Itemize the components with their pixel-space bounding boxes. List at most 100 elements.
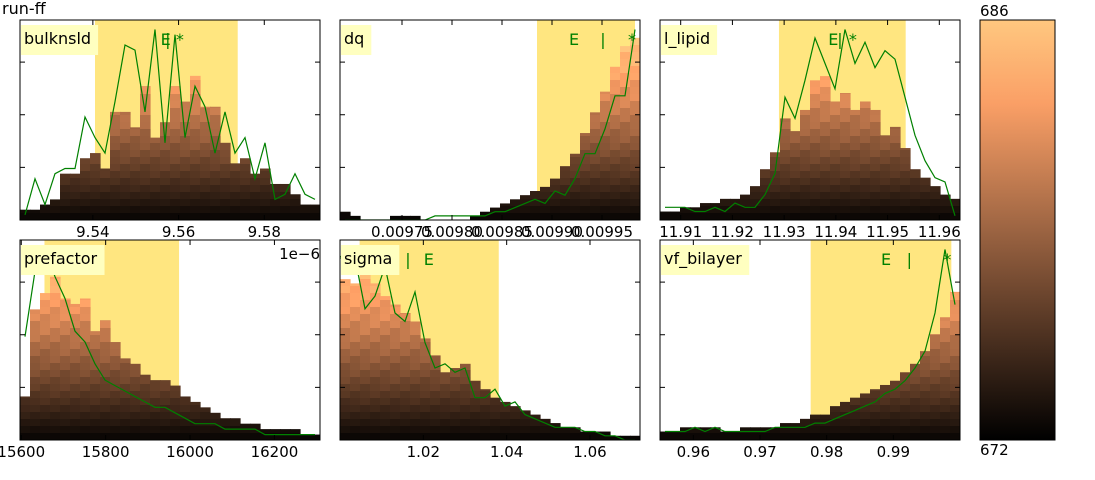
hist-bar [180, 396, 191, 440]
hist-bar [390, 304, 401, 440]
x-tick-label: 9.56 [162, 223, 195, 241]
hist-bar [510, 199, 521, 220]
hist-bar [630, 37, 640, 220]
x-tick-label: 11.95 [866, 223, 909, 241]
hist-bar [50, 199, 61, 220]
x-tick-label: 16000 [166, 443, 214, 461]
hist-bar [210, 412, 221, 440]
hist-bar [340, 279, 351, 440]
hist-bar [940, 317, 951, 440]
hist-bar [840, 401, 851, 440]
axes-frame [19, 239, 321, 441]
hist-bar [360, 257, 371, 440]
axes-frame [339, 239, 641, 441]
hist-bar [350, 283, 361, 440]
x-tick-label: 9.54 [76, 223, 109, 241]
hist-bar [190, 401, 201, 440]
hist-bar [470, 215, 481, 220]
series-line [344, 249, 635, 440]
marker-bar: | [600, 30, 605, 49]
hist-bar [70, 303, 81, 440]
panel-label: dq [344, 29, 364, 48]
hist-bar [40, 204, 51, 220]
colorbar-max-label: 686 [980, 2, 1009, 20]
x-tick-label: 11.94 [814, 223, 857, 241]
hist-bar [720, 198, 731, 220]
x-tick-label: 0.00995 [571, 223, 633, 241]
panel-label: vf_bilayer [664, 249, 742, 269]
hist-bar [740, 427, 751, 440]
hist-bar [750, 427, 761, 440]
marker-e: E [569, 30, 579, 49]
hist-bar [690, 427, 701, 440]
hist-bar [30, 209, 41, 220]
x-tick-label: 1.02 [407, 443, 440, 461]
hist-bar [70, 173, 81, 220]
hist-bar [230, 163, 241, 220]
hist-bar [220, 142, 231, 220]
hist-bar [480, 389, 491, 440]
hist-bar [700, 427, 711, 440]
panel-label: prefactor [24, 249, 98, 268]
hist-bar [860, 101, 871, 220]
hist-bar [460, 363, 471, 440]
x-tick-label: 0.00975 [371, 223, 433, 241]
x-tick-label: 0.00980 [421, 223, 483, 241]
hist-bar [710, 203, 721, 220]
hist-bar [730, 198, 741, 220]
hist-bar [250, 173, 261, 220]
hist-bar [820, 76, 831, 220]
hist-bar [670, 431, 681, 440]
hist-bar [950, 198, 960, 220]
marker-bar: | [837, 30, 842, 49]
hist-bar [830, 101, 841, 220]
hist-bar [110, 342, 121, 440]
hist-bar [80, 298, 91, 440]
hist-bar [550, 178, 561, 220]
hist-bar [530, 191, 541, 220]
hist-bar [380, 296, 391, 440]
hist-bar [660, 431, 671, 440]
axes-frame [659, 19, 961, 221]
hist-bar [620, 435, 631, 440]
hist-bar [300, 204, 311, 220]
hist-bar [500, 203, 511, 220]
marker-star: * [849, 30, 857, 49]
marker-e: E [828, 30, 838, 49]
hist-bar [260, 168, 271, 220]
hist-bar [200, 106, 211, 220]
hist-bar [90, 331, 101, 440]
series-line [345, 29, 636, 220]
series-line [24, 247, 315, 436]
hist-bar [520, 195, 531, 220]
hist-bar [430, 355, 441, 440]
hist-bar [720, 431, 731, 440]
hist-bar [850, 397, 861, 440]
hist-bar [710, 427, 721, 440]
marker-star: * [628, 30, 636, 49]
hist-bar [270, 429, 281, 440]
hist-bar [780, 118, 791, 220]
hist-bar [20, 396, 31, 440]
marker-e: E [881, 250, 891, 269]
hist-bar [510, 406, 521, 440]
hist-bar [310, 204, 320, 220]
marker-e: E [161, 30, 171, 49]
hist-bar [810, 414, 821, 440]
hist-bar [570, 427, 581, 440]
hist-bar [920, 351, 931, 440]
hist-bar [100, 168, 111, 220]
hist-bar [870, 109, 881, 220]
hist-bar [300, 434, 311, 440]
hist-bar [130, 127, 141, 220]
hist-bar [880, 384, 891, 440]
marker-bar: | [405, 250, 410, 269]
hist-bar [60, 173, 71, 220]
x-tick-label: 11.93 [763, 223, 806, 241]
hist-bar [290, 194, 301, 220]
hist-bar [450, 368, 461, 440]
hist-bar [890, 126, 901, 220]
hist-bar [670, 211, 681, 220]
